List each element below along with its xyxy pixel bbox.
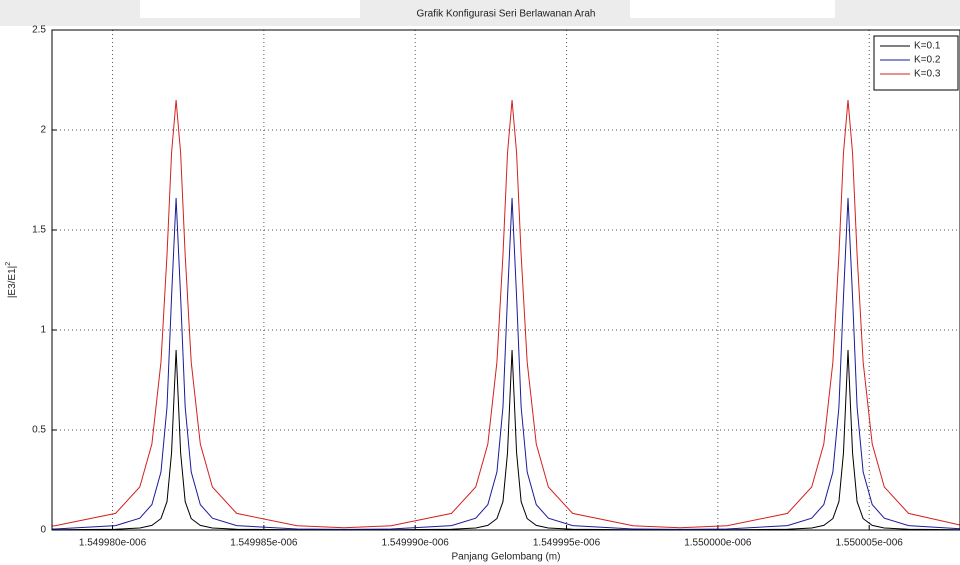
y-axis-label-text: |E3/E1| bbox=[7, 266, 18, 298]
y-tick-label: 0.5 bbox=[32, 425, 46, 436]
y-tick-label: 2 bbox=[40, 125, 46, 136]
toolbar-box bbox=[140, 0, 360, 18]
x-tick-label: 1.550000e-006 bbox=[684, 538, 752, 549]
legend-box bbox=[873, 35, 959, 91]
y-tick-label: 1.5 bbox=[32, 225, 46, 236]
plot-frame bbox=[51, 29, 960, 531]
chart-title: Grafik Konfigurasi Seri Berlawanan Arah bbox=[417, 9, 596, 20]
y-axis-label: |E3/E1|2 bbox=[5, 262, 18, 298]
x-tick-label: 1.549980e-006 bbox=[79, 538, 147, 549]
x-tick-label: 1.550005e-006 bbox=[836, 538, 904, 549]
plot-area bbox=[52, 30, 960, 530]
line-series bbox=[52, 197, 960, 530]
legend-label: K=0.2 bbox=[914, 55, 941, 66]
line-series bbox=[51, 99, 960, 529]
toolbar-box bbox=[630, 0, 835, 18]
y-tick-label: 2.5 bbox=[32, 25, 46, 36]
x-tick-label: 1.549985e-006 bbox=[230, 538, 298, 549]
y-axis-label-sup: 2 bbox=[5, 262, 12, 266]
line-series bbox=[52, 349, 960, 531]
y-tick-label: 0 bbox=[40, 525, 46, 536]
x-tick-label: 1.549990e-006 bbox=[382, 538, 450, 549]
y-tick-label: 1 bbox=[40, 325, 46, 336]
x-axis-label: Panjang Gelombang (m) bbox=[452, 552, 561, 563]
legend-label: K=0.1 bbox=[914, 41, 941, 52]
x-tick-label: 1.549995e-006 bbox=[533, 538, 601, 549]
legend-label: K=0.3 bbox=[914, 69, 941, 80]
